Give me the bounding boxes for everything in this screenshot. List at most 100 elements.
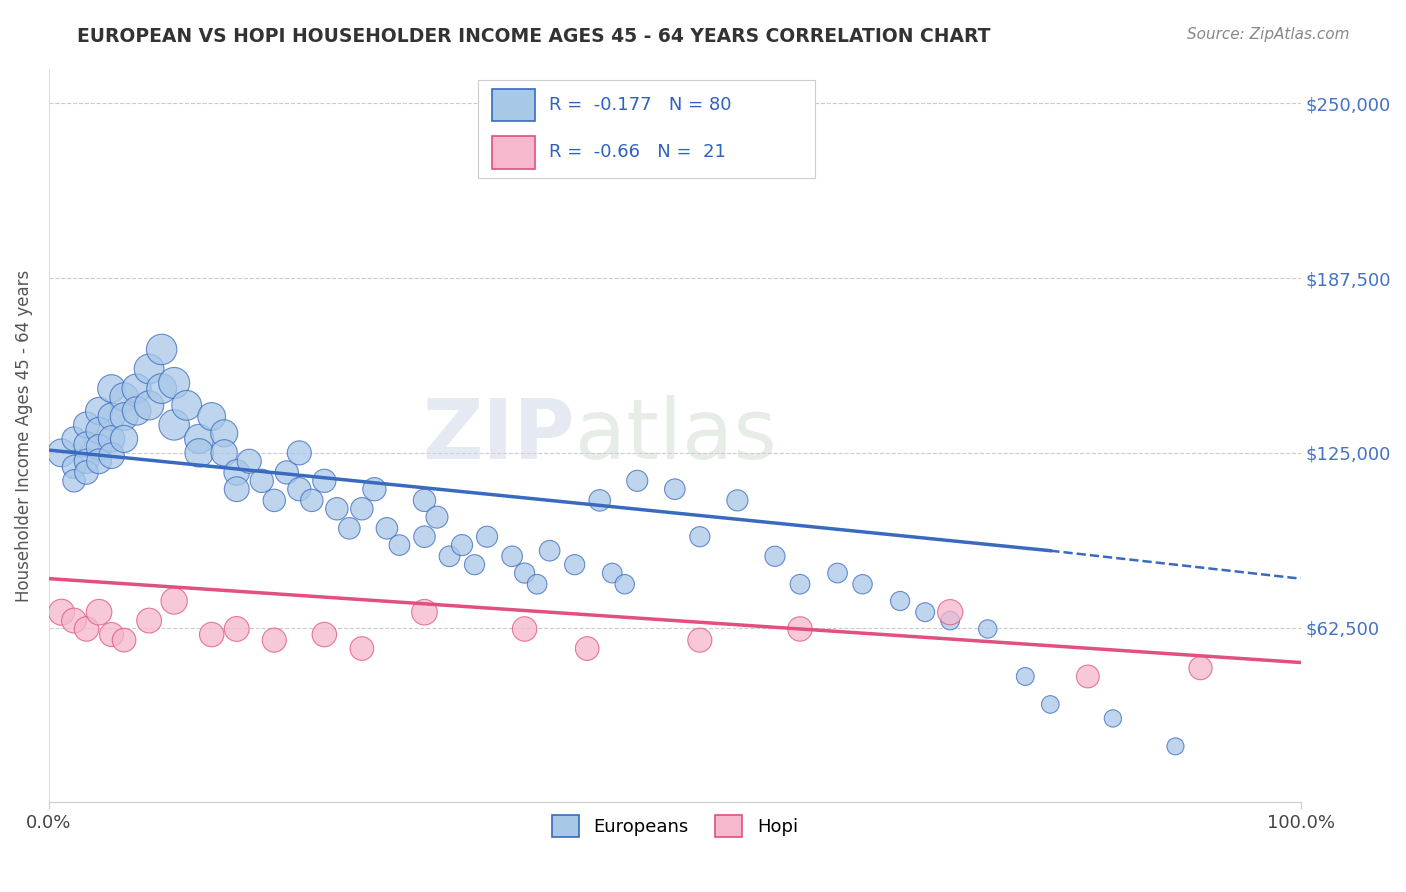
- Point: [464, 558, 486, 572]
- Point: [977, 622, 1000, 636]
- Point: [301, 493, 323, 508]
- Point: [87, 440, 110, 454]
- Point: [150, 382, 173, 396]
- Point: [589, 493, 612, 508]
- Point: [138, 398, 160, 412]
- Point: [138, 614, 160, 628]
- Point: [288, 482, 311, 496]
- Point: [212, 426, 235, 441]
- Point: [263, 493, 285, 508]
- Point: [689, 530, 711, 544]
- Point: [125, 382, 148, 396]
- Legend: Europeans, Hopi: Europeans, Hopi: [544, 808, 806, 845]
- Text: EUROPEAN VS HOPI HOUSEHOLDER INCOME AGES 45 - 64 YEARS CORRELATION CHART: EUROPEAN VS HOPI HOUSEHOLDER INCOME AGES…: [77, 27, 991, 45]
- Point: [1164, 739, 1187, 754]
- Point: [626, 474, 648, 488]
- Point: [263, 633, 285, 648]
- Point: [1102, 711, 1125, 725]
- Point: [63, 432, 86, 446]
- Text: R =  -0.66   N =  21: R = -0.66 N = 21: [548, 143, 725, 161]
- Point: [475, 530, 498, 544]
- Point: [789, 577, 811, 591]
- Point: [689, 633, 711, 648]
- Point: [100, 409, 122, 424]
- Point: [763, 549, 786, 564]
- Point: [87, 424, 110, 438]
- Point: [375, 521, 398, 535]
- Point: [613, 577, 636, 591]
- Point: [76, 454, 98, 468]
- Point: [939, 614, 962, 628]
- Point: [426, 510, 449, 524]
- Text: R =  -0.177   N = 80: R = -0.177 N = 80: [548, 96, 731, 114]
- FancyBboxPatch shape: [492, 89, 536, 121]
- Point: [63, 459, 86, 474]
- Point: [564, 558, 586, 572]
- Point: [87, 404, 110, 418]
- Point: [238, 454, 260, 468]
- Point: [538, 543, 561, 558]
- Point: [225, 466, 247, 480]
- Point: [100, 627, 122, 641]
- Point: [337, 521, 360, 535]
- Point: [76, 466, 98, 480]
- Point: [451, 538, 474, 552]
- Point: [1039, 698, 1062, 712]
- Point: [939, 605, 962, 619]
- Point: [288, 446, 311, 460]
- FancyBboxPatch shape: [492, 136, 536, 169]
- Point: [112, 390, 135, 404]
- Point: [789, 622, 811, 636]
- Point: [163, 376, 186, 390]
- Point: [188, 446, 211, 460]
- Point: [163, 417, 186, 432]
- Text: Source: ZipAtlas.com: Source: ZipAtlas.com: [1187, 27, 1350, 42]
- Point: [76, 622, 98, 636]
- Point: [314, 474, 336, 488]
- Point: [63, 474, 86, 488]
- Point: [112, 409, 135, 424]
- Point: [87, 454, 110, 468]
- Text: ZIP: ZIP: [422, 395, 575, 476]
- Point: [513, 622, 536, 636]
- Point: [576, 641, 599, 656]
- Point: [176, 398, 198, 412]
- Point: [600, 566, 623, 580]
- Point: [501, 549, 523, 564]
- Point: [363, 482, 385, 496]
- Point: [76, 417, 98, 432]
- Y-axis label: Householder Income Ages 45 - 64 years: Householder Income Ages 45 - 64 years: [15, 269, 32, 601]
- Point: [163, 594, 186, 608]
- Point: [100, 432, 122, 446]
- Point: [112, 633, 135, 648]
- Point: [350, 641, 373, 656]
- Point: [513, 566, 536, 580]
- Point: [87, 605, 110, 619]
- Point: [851, 577, 873, 591]
- Point: [201, 409, 224, 424]
- Point: [439, 549, 461, 564]
- Point: [138, 362, 160, 376]
- Point: [76, 437, 98, 451]
- Point: [100, 449, 122, 463]
- Point: [413, 605, 436, 619]
- Point: [725, 493, 748, 508]
- Point: [350, 501, 373, 516]
- Point: [112, 432, 135, 446]
- Point: [664, 482, 686, 496]
- Point: [51, 605, 73, 619]
- Point: [188, 432, 211, 446]
- Point: [326, 501, 349, 516]
- Point: [1077, 669, 1099, 683]
- Point: [150, 343, 173, 357]
- Point: [276, 466, 298, 480]
- Point: [250, 474, 273, 488]
- Point: [63, 614, 86, 628]
- Point: [225, 482, 247, 496]
- Point: [314, 627, 336, 641]
- Point: [125, 404, 148, 418]
- Point: [413, 530, 436, 544]
- Point: [1014, 669, 1036, 683]
- Point: [100, 382, 122, 396]
- Point: [526, 577, 548, 591]
